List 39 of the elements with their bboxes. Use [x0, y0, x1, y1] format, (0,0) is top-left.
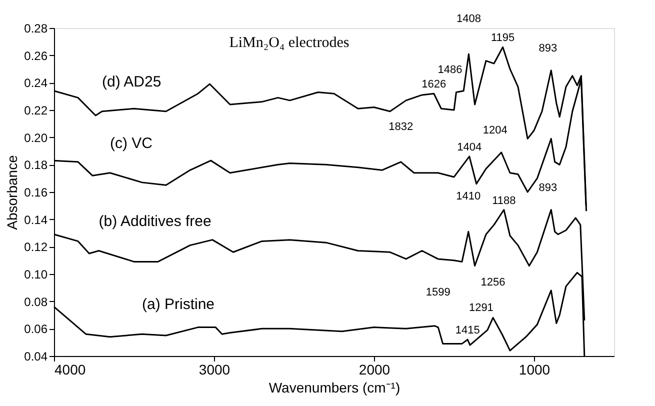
x-tick-label: 4000 — [54, 362, 86, 378]
annotation: 1626 — [422, 78, 446, 91]
y-tick-label: 0.12 — [24, 240, 48, 254]
annotation: 1404 — [457, 141, 482, 154]
annotation: 893 — [538, 182, 558, 194]
y-tick-label: 0.08 — [24, 294, 48, 309]
annotation: 1256 — [480, 276, 506, 289]
annotation: 893 — [538, 42, 558, 54]
series-label: (b) Additives free — [98, 212, 212, 230]
annotation: 1599 — [426, 286, 450, 298]
y-tick-label: 0.18 — [24, 158, 48, 172]
annotation: 1832 — [388, 120, 414, 133]
annotation: 1408 — [456, 12, 481, 25]
y-tick-label: 0.24 — [24, 76, 48, 90]
x-tick-label: 2000 — [358, 362, 390, 378]
y-tick-label: 0.04 — [24, 350, 48, 364]
annotation: 1415 — [455, 324, 480, 337]
x-tick-label: 3000 — [198, 362, 230, 378]
annotation: 1204 — [482, 124, 508, 136]
x-axis-title: Wavenumbers (cm⁻¹) — [268, 380, 400, 396]
y-tick-label: 0.06 — [24, 322, 48, 336]
y-tick-label: 0.10 — [24, 268, 48, 282]
x-tick-label: 1000 — [518, 362, 550, 378]
chart-title: LiMn₂O₄ electrodes — [229, 35, 350, 51]
y-tick-label: 0.22 — [24, 104, 48, 118]
y-tick-label: 0.28 — [24, 22, 48, 36]
annotation: 1291 — [468, 302, 494, 314]
annotation: 1410 — [456, 190, 481, 203]
y-tick-label: 0.26 — [24, 48, 48, 63]
y-tick-label: 0.20 — [24, 130, 48, 145]
y-tick-label: 0.16 — [24, 186, 48, 200]
series-label: (c) VC — [110, 134, 153, 152]
series-label: (d) AD25 — [102, 73, 162, 90]
annotation: 1486 — [438, 64, 462, 76]
annotation: 1188 — [492, 194, 516, 207]
y-tick-label: 0.14 — [24, 212, 48, 227]
annotation: 1195 — [490, 32, 515, 44]
series-label: (a) Pristine — [142, 296, 215, 314]
y-axis-title: Absorbance — [4, 154, 20, 230]
